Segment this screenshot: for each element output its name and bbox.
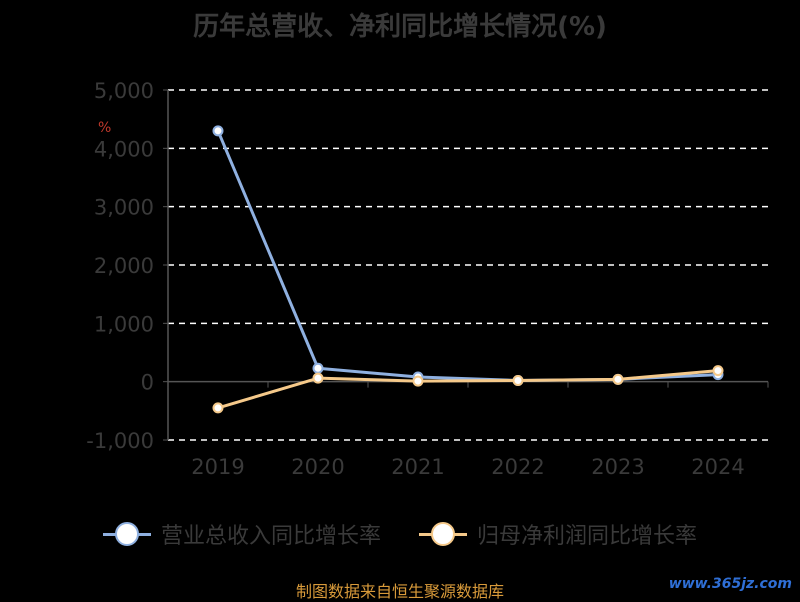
legend-item-revenue[interactable]: 营业总收入同比增长率 [102, 518, 381, 550]
series-line-0 [216, 130, 719, 382]
grid-lines [168, 89, 768, 441]
watermark: www.365jz.com [668, 576, 792, 592]
y-tick-label: 1,000 [94, 312, 154, 336]
y-tick-label: 3,000 [94, 196, 154, 220]
x-tick-label: 2021 [391, 455, 444, 479]
legend-marker-revenue [102, 522, 151, 546]
data-point [412, 375, 424, 387]
data-point [512, 375, 524, 386]
y-tick-label: -1,000 [86, 429, 154, 453]
x-tick-label: 2023 [591, 455, 644, 479]
series-lines [212, 125, 724, 414]
y-tick-label: 4,000 [94, 137, 154, 161]
data-point [212, 402, 224, 414]
data-point [712, 365, 724, 377]
data-point [212, 125, 224, 137]
y-tick-label: 2,000 [94, 254, 154, 278]
y-tick-label: 0 [141, 371, 154, 395]
data-point [612, 373, 624, 385]
x-tick-label: 2022 [491, 455, 544, 479]
data-point [312, 372, 324, 384]
legend-marker-net-profit [419, 522, 467, 546]
x-tick-labels: 2019 2020 2021 2022 2023 2024 [191, 455, 744, 479]
data-point [312, 362, 324, 374]
x-tick-label: 2019 [191, 455, 244, 479]
legend-item-net-profit[interactable]: 归母净利润同比增长率 [419, 518, 697, 550]
y-tick-labels: 5,000 4,000 3,000 2,000 1,000 0 -1,000 [86, 79, 154, 453]
x-tick-label: 2024 [691, 455, 744, 479]
chart-title: 历年总营收、净利同比增长情况(%) [193, 12, 607, 42]
series-line-1 [217, 369, 719, 410]
percent-mark: % [98, 120, 112, 136]
legend-label-revenue: 营业总收入同比增长率 [160, 524, 381, 549]
legend: 营业总收入同比增长率 归母净利润同比增长率 [0, 518, 800, 550]
legend-label-net-profit: 归母净利润同比增长率 [477, 524, 698, 549]
source-note: 制图数据来自恒生聚源数据库 [295, 582, 504, 601]
x-tick-label: 2020 [291, 455, 344, 479]
y-tick-label: 5,000 [94, 79, 154, 103]
